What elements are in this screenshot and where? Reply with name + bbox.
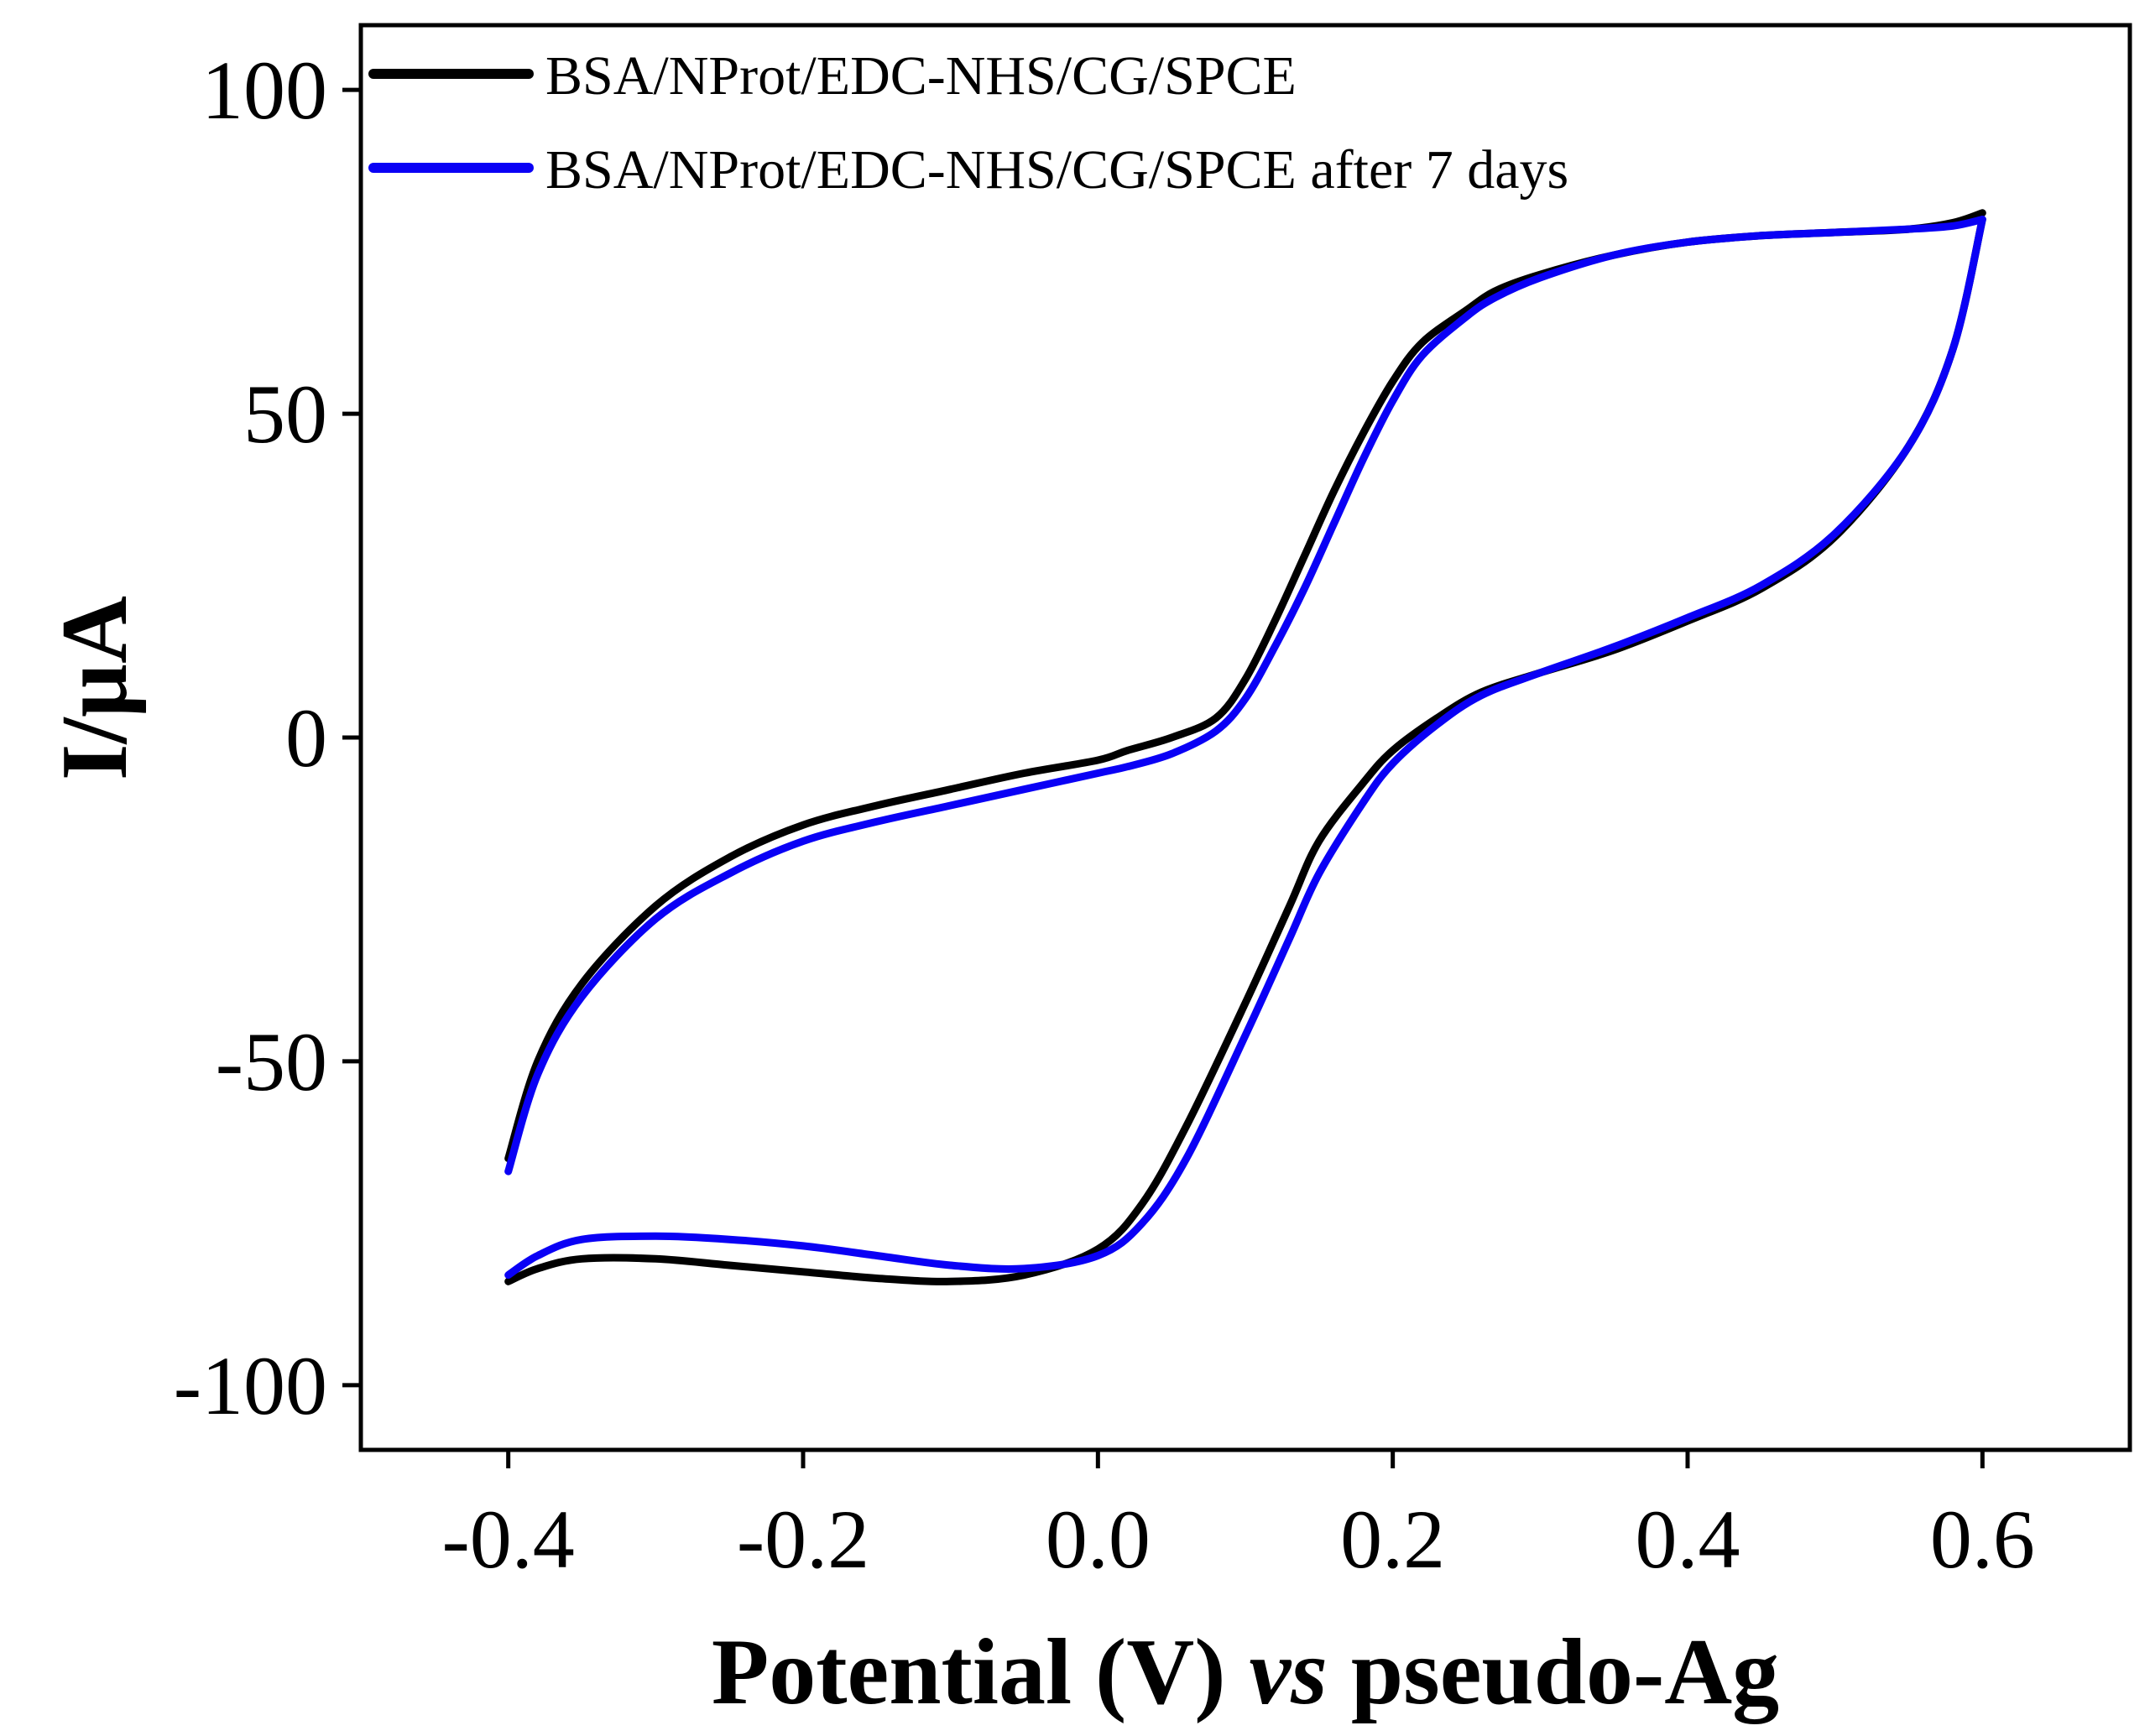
series-2-cathodic-line bbox=[504, 216, 1986, 1176]
x-tick-label: 0.2 bbox=[1340, 1493, 1445, 1586]
y-tick-label: -50 bbox=[216, 1015, 327, 1108]
series-1-anodic-line bbox=[504, 216, 1986, 1285]
legend-label-series-1: BSA/NProt/EDC-NHS/CG/SPCE bbox=[545, 45, 1297, 107]
x-tick-label: -0.2 bbox=[737, 1493, 869, 1586]
x-tick-label: 0.0 bbox=[1046, 1493, 1151, 1586]
y-tick-label: 0 bbox=[285, 691, 327, 785]
series-curves bbox=[504, 209, 1986, 1285]
series-2-anodic-line bbox=[504, 216, 1986, 1280]
legend-label-series-2: BSA/NProt/EDC-NHS/CG/SPCE after 7 days bbox=[545, 139, 1568, 201]
series-1-cathodic-line bbox=[504, 209, 1986, 1163]
legend: BSA/NProt/EDC-NHS/CG/SPCE BSA/NProt/EDC-… bbox=[368, 45, 1568, 201]
y-axis-title: I/µA bbox=[43, 596, 147, 780]
y-tick-label: -100 bbox=[174, 1339, 327, 1432]
x-axis-ticks: -0.4 -0.2 0.0 0.2 0.4 0.6 bbox=[442, 1450, 2035, 1586]
x-tick-label: 0.6 bbox=[1930, 1493, 2035, 1586]
x-tick-label: -0.4 bbox=[442, 1493, 575, 1586]
y-axis-ticks: 100 50 0 -50 -100 bbox=[174, 44, 361, 1432]
y-tick-label: 100 bbox=[201, 44, 327, 137]
x-tick-label: 0.4 bbox=[1636, 1493, 1740, 1586]
x-axis-title: Potential (V) vs pseudo-Ag bbox=[712, 1620, 1779, 1724]
y-tick-label: 50 bbox=[243, 368, 327, 461]
